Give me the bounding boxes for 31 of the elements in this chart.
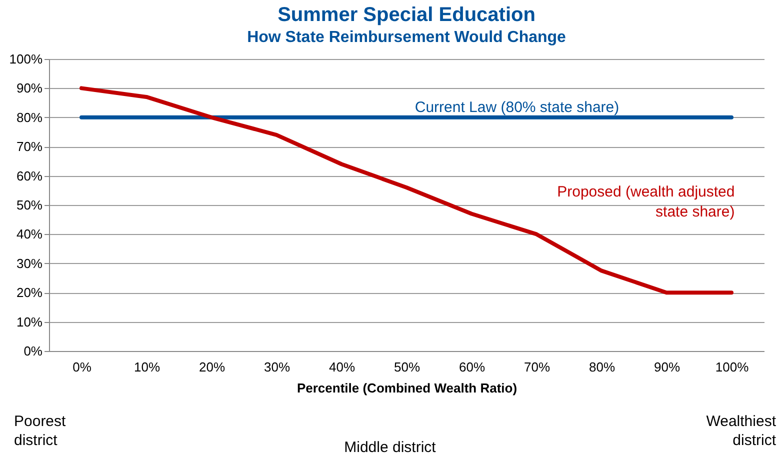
x-tick-label: 10% <box>134 360 160 374</box>
y-tick-label: 70% <box>16 139 43 154</box>
x-tick-label: 90% <box>654 360 680 374</box>
x-tick-label: 70% <box>524 360 550 374</box>
y-tick-label: 50% <box>16 198 43 212</box>
x-tick-label: 30% <box>264 360 290 374</box>
line-series <box>80 86 734 295</box>
x-tick-label: 80% <box>588 360 616 374</box>
x-tick-label: 20% <box>198 360 226 374</box>
y-tick-label: 10% <box>16 314 43 330</box>
chart-subtitle: How State Reimbursement Would Change <box>247 29 566 46</box>
y-tick-label: 0% <box>24 344 43 358</box>
x-tick-label: 60% <box>458 360 486 374</box>
x-axis-title: Percentile (Combined Wealth Ratio) <box>296 380 518 396</box>
text: Poorest district <box>14 412 66 450</box>
y-tick-label: 20% <box>16 285 43 300</box>
y-tick-label: 90% <box>16 80 43 96</box>
y-tick-label: 80% <box>16 110 43 125</box>
y-tick-label: 60% <box>16 168 43 184</box>
series-label: Proposed (wealth adjusted state share) <box>557 184 735 221</box>
x-tick-label: 0% <box>72 360 92 374</box>
chart-title: Summer Special Education <box>278 4 536 26</box>
y-tick-label: 30% <box>16 256 43 271</box>
series-label: Current Law (80% state share) <box>414 98 620 116</box>
text: Wealthiest district <box>706 412 776 450</box>
y-tick-label: 100% <box>9 52 43 66</box>
x-tick-label: 40% <box>328 360 356 374</box>
x-tick-label: 100% <box>715 360 750 374</box>
text: Middle district <box>343 438 437 457</box>
y-tick-label: 40% <box>16 226 43 242</box>
x-tick-label: 50% <box>394 360 420 374</box>
